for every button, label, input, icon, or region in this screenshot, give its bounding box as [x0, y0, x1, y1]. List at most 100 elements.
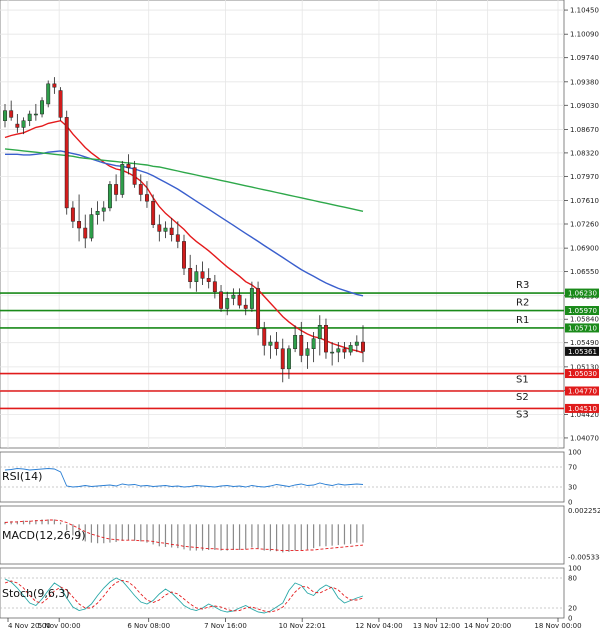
time-tick-label: 18 Nov 00:00	[534, 622, 581, 630]
macd-histogram-bar	[294, 524, 296, 551]
price-tick-label: 1.04070	[570, 434, 599, 442]
candle-body	[89, 214, 94, 239]
price-tick-label: 1.04420	[570, 411, 599, 419]
macd-histogram-bar	[269, 524, 272, 552]
macd-histogram-bar	[288, 524, 290, 552]
macd-signal-path	[4, 519, 364, 552]
macd-histogram-bar	[300, 524, 302, 550]
macd-histogram-bar	[109, 524, 111, 543]
macd-histogram-bar	[282, 524, 284, 553]
indicator-series-line	[4, 468, 364, 488]
price-grid	[0, 0, 564, 618]
level-price-label: 1.05030	[568, 370, 597, 378]
candle-body	[286, 348, 291, 370]
price-tick-label: 1.08670	[570, 126, 599, 134]
level-name-r1: R1	[516, 315, 529, 326]
candle-body	[231, 294, 236, 299]
price-tick-label: 1.07970	[570, 173, 599, 181]
candle-body	[299, 335, 304, 356]
indicator-series-line	[4, 577, 364, 614]
candle-body	[188, 268, 193, 282]
macd-histogram-bar	[214, 524, 216, 550]
candle-body	[77, 221, 82, 229]
macd-histogram-bar	[96, 524, 99, 544]
macd-histogram-bar	[337, 524, 339, 546]
candle-body	[175, 234, 180, 242]
price-tick-label: 1.05130	[570, 363, 599, 371]
candle-body	[311, 338, 316, 349]
time-x-axis: 4 Nov 20:005 Nov 00:00 6 Nov 08:00 7 Nov 1…	[7, 618, 582, 630]
macd-histogram-bar	[164, 524, 167, 547]
macd-histogram	[4, 519, 364, 553]
candle-body	[157, 224, 162, 232]
macd-histogram-bar	[121, 524, 123, 541]
rsi-line	[4, 468, 364, 488]
candle-body	[243, 304, 248, 309]
macd-histogram-bar	[177, 524, 179, 549]
level-name-s1: S1	[516, 375, 529, 386]
pivot-levels: R3 R2 R1 S1 S2 S3	[0, 280, 564, 420]
candle-body	[138, 184, 143, 195]
level-price-tag	[565, 369, 599, 379]
price-tick-label: 1.07610	[570, 197, 599, 205]
candle-body	[126, 164, 131, 168]
candle-body	[145, 194, 149, 202]
macd-histogram-bar	[238, 524, 241, 550]
level-name-s3: S3	[516, 409, 529, 420]
macd-histogram-bar	[35, 520, 37, 525]
candle-body	[83, 227, 88, 239]
macd-histogram-bar	[251, 524, 253, 548]
candle-body	[354, 341, 359, 346]
macd-histogram-bar	[59, 522, 62, 525]
macd-histogram-bar	[78, 524, 80, 539]
macd-histogram-bar	[146, 524, 148, 543]
price-tick-label: 1.08320	[570, 149, 599, 157]
moving-average-line	[5, 150, 364, 297]
candle-body	[194, 271, 199, 282]
level-price-label: 1.05710	[568, 324, 597, 332]
price-tick-label: 1.06550	[570, 268, 599, 276]
price-tick-label: 1.06900	[570, 245, 599, 253]
current-price-label: 1.05361	[568, 348, 597, 356]
macd-histogram-bar	[263, 524, 265, 551]
macd-histogram-bar	[158, 524, 160, 547]
moving-averages	[4, 119, 364, 354]
price-panel: R3 R2 R1 S1 S2 S3 1.10450 1.10090 1.09740 1.0938…	[0, 0, 599, 618]
candle-body	[40, 100, 44, 115]
candle-body	[151, 200, 156, 225]
macd-histogram-bar	[29, 520, 31, 525]
level-tags: 1.06230 1.05970 1.05710 1.05030 1.04770 1.045…	[565, 288, 599, 413]
macd-tick-label: 0.002252	[568, 507, 600, 515]
level-price-label: 1.04770	[568, 387, 597, 395]
macd-histogram-bar	[220, 524, 222, 551]
candle-body	[330, 351, 335, 354]
indicator-tick-label: 30	[568, 484, 577, 492]
macd-histogram-bar	[22, 520, 25, 525]
macd-tick-label: -0.005334	[568, 553, 600, 561]
macd-title: MACD(12,26,9)	[2, 529, 86, 542]
rsi-title: RSI(14)	[2, 470, 42, 483]
time-tick-label: 13 Nov 12:00	[413, 622, 460, 630]
indicator-tick-label: 20	[568, 605, 577, 613]
macd-histogram-bar	[140, 524, 142, 542]
macd-histogram-bar	[47, 519, 49, 525]
macd-histogram-bar	[84, 524, 86, 542]
candle-body	[212, 281, 217, 292]
indicator-series-line	[4, 580, 364, 613]
candle-body	[70, 207, 75, 222]
macd-histogram-bar	[152, 524, 154, 545]
macd-histogram-bar	[201, 524, 204, 551]
price-tick-label: 1.07260	[570, 221, 599, 229]
candle-body	[58, 90, 63, 118]
moving-average-line	[4, 148, 364, 212]
macd-histogram-bar	[134, 524, 136, 541]
stoch-lines	[4, 577, 364, 614]
time-tick-label: 6 Nov 08:00	[127, 622, 170, 630]
candle-body	[64, 117, 69, 209]
macd-signal-line	[4, 519, 364, 552]
macd-histogram-bar	[356, 524, 358, 543]
rsi-y-axis: 100 70 30 0	[568, 449, 581, 507]
macd-histogram-bar	[16, 521, 18, 525]
macd-histogram-bar	[72, 524, 74, 536]
candle-body	[317, 325, 322, 339]
